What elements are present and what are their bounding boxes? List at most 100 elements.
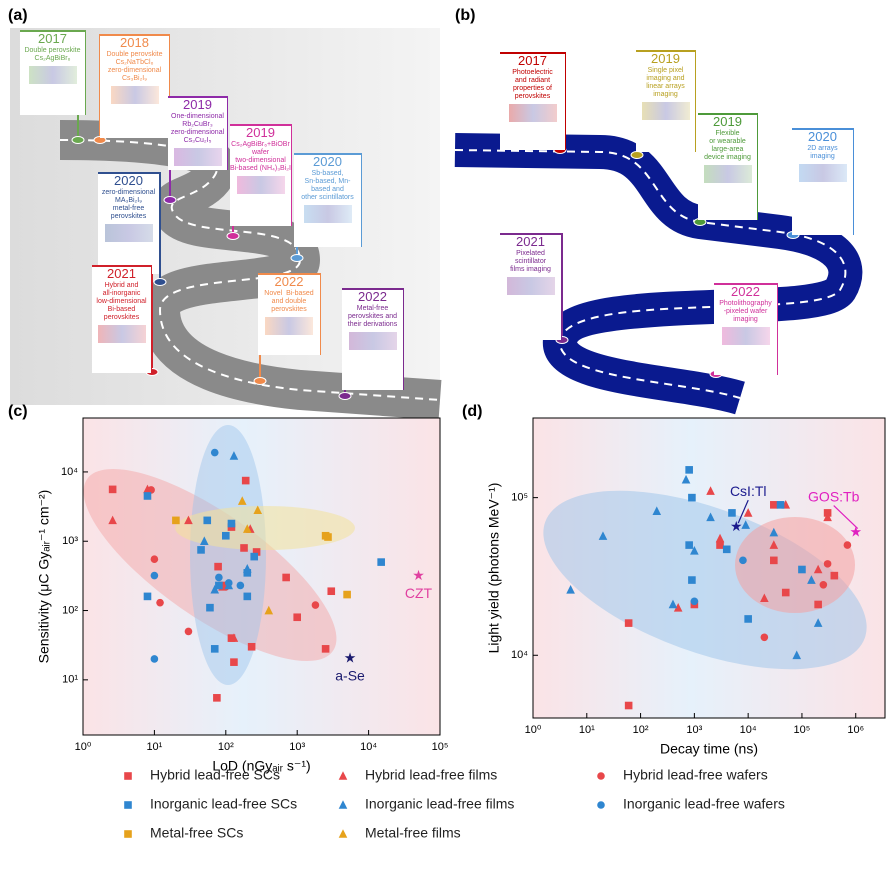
x-tick-label: 10¹: [579, 724, 595, 736]
milestone-card: 2021 Hybrid and all-inorganic low-dimension…: [92, 265, 152, 373]
point: [242, 524, 252, 533]
point: [210, 448, 219, 457]
y-axis-label: Sensitivity (μC Gyₐᵢᵣ⁻¹ cm⁻²): [36, 490, 52, 664]
x-tick-label: 10²: [633, 724, 649, 736]
point: [247, 642, 256, 651]
year: 2019: [713, 114, 742, 129]
point: [739, 556, 747, 565]
legend-label: Inorganic lead-free films: [365, 796, 514, 812]
point: [243, 569, 252, 577]
region: [190, 425, 266, 685]
y-tick-label: 10¹: [62, 674, 78, 686]
point: [264, 605, 274, 615]
y-tick-label: 10²: [62, 604, 78, 616]
pin: [290, 254, 304, 262]
point: [124, 772, 132, 780]
star: ★: [730, 518, 743, 534]
x-tick-label: 10⁶: [847, 724, 864, 736]
panel-label: (c): [8, 403, 28, 420]
point: [253, 505, 263, 515]
point: [823, 560, 832, 568]
milestone-text: Rb₂CuBr₃: [182, 120, 213, 128]
point: [706, 512, 715, 522]
point: [224, 579, 233, 587]
point: [156, 598, 164, 607]
point: [227, 519, 236, 528]
point: [229, 451, 239, 460]
point: [210, 645, 219, 653]
legend-label: Metal-free SCs: [150, 825, 243, 841]
milestone-text: and double: [271, 297, 307, 305]
point: [814, 600, 822, 609]
point: [293, 613, 301, 622]
year: 2021: [516, 234, 545, 249]
pin: [630, 151, 644, 159]
point: [688, 576, 696, 584]
point: [743, 508, 753, 517]
pin: [71, 136, 85, 144]
point: [222, 531, 230, 540]
milestone-card: 2019 Flexible or wearable large-area device …: [698, 113, 758, 220]
year: 2020: [808, 129, 837, 144]
point: [688, 493, 696, 502]
point: [716, 541, 724, 549]
point: [830, 571, 839, 580]
point: [760, 633, 769, 642]
annotation: a-Se: [335, 668, 365, 684]
x-tick-label: 10⁰: [525, 724, 542, 736]
point: [769, 527, 779, 537]
point: [108, 485, 117, 494]
year: 2022: [358, 289, 387, 304]
milestone-text: Novel Bi-based: [264, 289, 314, 297]
pin: [253, 377, 267, 385]
milestone-text: their derivations: [347, 321, 398, 329]
point: [184, 515, 193, 525]
point: [843, 541, 852, 549]
milestone-text: Photolithography: [719, 299, 772, 307]
legend-label: Metal-free films: [365, 825, 461, 841]
image: [641, 102, 690, 121]
point: [597, 772, 605, 780]
milestone-text: Flexible: [715, 129, 740, 137]
milestone-card: 2019 Single pixel imaging and linear arrays…: [636, 50, 696, 152]
point: [327, 587, 336, 596]
point: [282, 573, 290, 582]
point: [213, 694, 221, 702]
region: [175, 506, 355, 550]
milestone-text: other scintillators: [301, 194, 354, 202]
plot-bg: [83, 418, 440, 735]
point: [668, 599, 678, 609]
plot-frame: [82, 417, 441, 736]
pin: [163, 196, 177, 204]
point: [343, 590, 351, 599]
milestone-text: Metal-free: [356, 304, 389, 312]
point: [215, 581, 223, 590]
point: [690, 597, 699, 606]
image: [721, 327, 770, 346]
point: [798, 565, 806, 574]
point: [813, 564, 823, 574]
point: [823, 512, 832, 522]
point: [728, 509, 736, 517]
legend-label: Inorganic lead-free SCs: [150, 796, 297, 812]
star: ★: [344, 650, 357, 666]
image: [798, 164, 847, 183]
point: [236, 581, 245, 590]
milestone-text: Double perovskite: [106, 50, 163, 58]
milestone-text: metal-free: [112, 205, 145, 213]
milestone-card: 2019 Cs₂AgBiBr₆+BiOBr wafer two-dimensional…: [230, 124, 292, 226]
point: [206, 603, 214, 612]
milestone-text: zero-dimensional: [170, 129, 225, 137]
milestone-text: scintillator: [514, 257, 547, 265]
point: [769, 540, 779, 549]
milestone-text: imaging: [653, 91, 678, 99]
year: 2019: [651, 51, 680, 66]
x-tick-label: 10³: [289, 741, 305, 753]
point: [150, 555, 159, 564]
milestone-text: large-area: [711, 146, 744, 154]
y-tick-label: 10³: [62, 535, 78, 547]
road-line: [454, 149, 847, 399]
panel-label: (b): [455, 7, 475, 24]
milestone-text: or wearable: [709, 137, 746, 145]
